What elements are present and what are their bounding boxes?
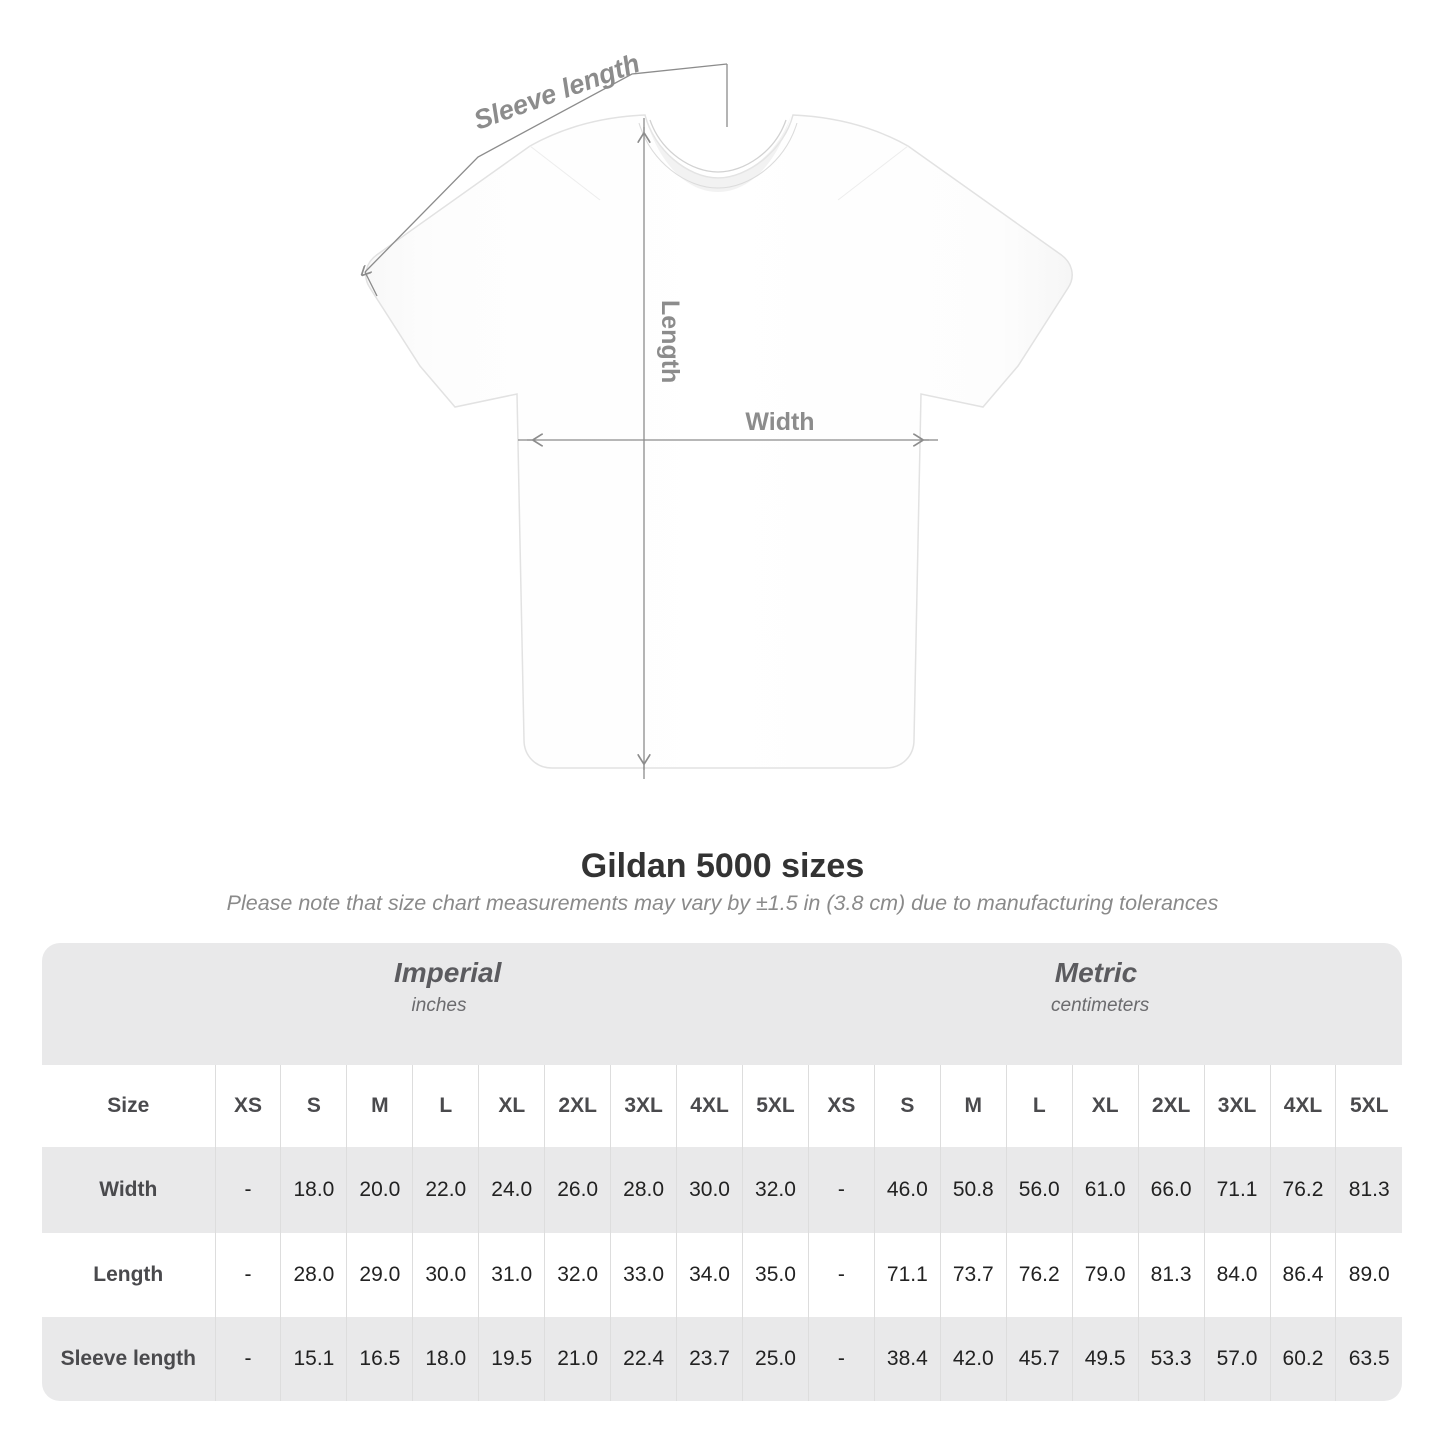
svg-text:Length: Length: [656, 300, 684, 383]
svg-text:Width: Width: [745, 408, 814, 436]
